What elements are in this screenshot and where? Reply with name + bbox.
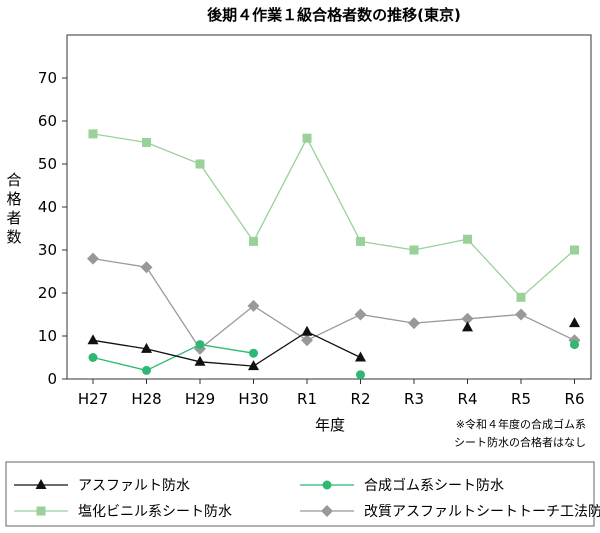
chart-note-line-2: シート防水の合格者はなし	[454, 435, 586, 449]
y-tick-label: 60	[38, 112, 57, 130]
data-point-h29	[195, 340, 205, 350]
x-tick-label-r4: R4	[458, 390, 478, 408]
data-point-r6	[569, 317, 580, 328]
y-tick-label: 40	[38, 198, 57, 216]
data-point-r5	[515, 308, 527, 321]
data-point-h27	[88, 353, 98, 362]
data-point-h27	[88, 129, 98, 139]
legend-item-1: 合成ゴム系シート防水	[300, 477, 504, 494]
data-point-r2	[355, 351, 366, 362]
data-point-r5	[516, 292, 526, 302]
data-point-r2	[354, 308, 367, 321]
legend-label: 改質アスファルトシートトーチ工法防水	[364, 504, 600, 520]
legend-swatch-marker	[322, 480, 332, 490]
x-tick-label-r1: R1	[297, 390, 317, 408]
x-tick-label-h28: H28	[131, 390, 161, 408]
legend-label: アスファルト防水	[78, 478, 190, 494]
x-tick-label-r5: R5	[511, 390, 531, 408]
legend-box	[5, 461, 595, 527]
x-tick-label-r6: R6	[565, 390, 585, 408]
y-axis: 0 10 20 30 40 50 60 70	[38, 69, 67, 388]
data-point-h30	[247, 299, 260, 312]
y-tick-label: 50	[38, 155, 57, 173]
series-0	[87, 317, 580, 371]
legend-item-0: アスファルト防水	[14, 478, 190, 494]
x-tick-label-h29: H29	[185, 390, 215, 408]
legend-item-3: 改質アスファルトシートトーチ工法防水	[300, 504, 600, 520]
y-tick-label: 0	[47, 370, 57, 388]
data-point-r3	[408, 317, 420, 330]
data-point-h28	[141, 342, 152, 353]
y-tick-label: 10	[38, 327, 57, 345]
chart-note-line-1: ※令和４年度の合成ゴム系	[456, 417, 586, 431]
x-tick-label-h30: H30	[238, 390, 268, 408]
data-point-r2	[356, 370, 365, 380]
data-point-h29	[195, 159, 205, 169]
legend-swatch-marker	[35, 479, 47, 489]
x-tick-label-r2: R2	[351, 390, 371, 408]
data-point-r1	[302, 133, 312, 143]
series-2	[88, 129, 579, 302]
data-point-h30	[249, 348, 258, 358]
legend-swatch-marker	[36, 506, 46, 516]
plot-frame	[66, 34, 592, 380]
legend-label: 合成ゴム系シート防水	[364, 477, 504, 494]
data-point-r6	[570, 245, 579, 255]
chart-title: 後期４作業１級合格者数の推移(東京)	[206, 6, 461, 24]
data-point-h29	[194, 355, 206, 366]
x-axis-label: 年度	[315, 416, 345, 434]
data-point-h27	[87, 252, 99, 265]
data-point-r6	[570, 340, 579, 350]
data-point-h28	[142, 365, 151, 375]
y-tick-label: 30	[38, 241, 57, 259]
data-point-r2	[356, 236, 365, 246]
data-point-h30	[249, 236, 258, 246]
series-line	[92, 330, 361, 367]
x-axis: H27 H28 H29 H30 R1 R2 R3 R4 R5 R6	[78, 379, 585, 408]
legend-swatch-marker	[321, 505, 333, 517]
data-point-h28	[140, 261, 153, 274]
data-point-r4	[463, 234, 472, 244]
data-point-h27	[87, 334, 99, 345]
data-point-r4	[462, 321, 473, 332]
y-tick-label: 70	[38, 69, 57, 87]
series-3	[87, 252, 581, 355]
series-line	[92, 343, 254, 372]
data-point-h28	[142, 138, 151, 147]
series-layer	[87, 129, 581, 380]
y-tick-label: 20	[38, 284, 57, 302]
x-tick-label-r3: R3	[404, 390, 424, 408]
legend-label: 塩化ビニル系シート防水	[78, 504, 232, 520]
data-point-r1	[301, 325, 313, 336]
data-point-r1	[301, 334, 313, 347]
y-axis-label: 合格者数	[6, 171, 21, 246]
data-point-r3	[409, 245, 419, 255]
series-1	[88, 340, 579, 380]
legend-item-2: 塩化ビニル系シート防水	[14, 504, 232, 520]
series-line	[92, 133, 575, 299]
data-point-h30	[248, 360, 259, 371]
data-point-r4	[461, 312, 474, 325]
x-tick-label-h27: H27	[78, 390, 108, 408]
series-line	[92, 257, 575, 350]
